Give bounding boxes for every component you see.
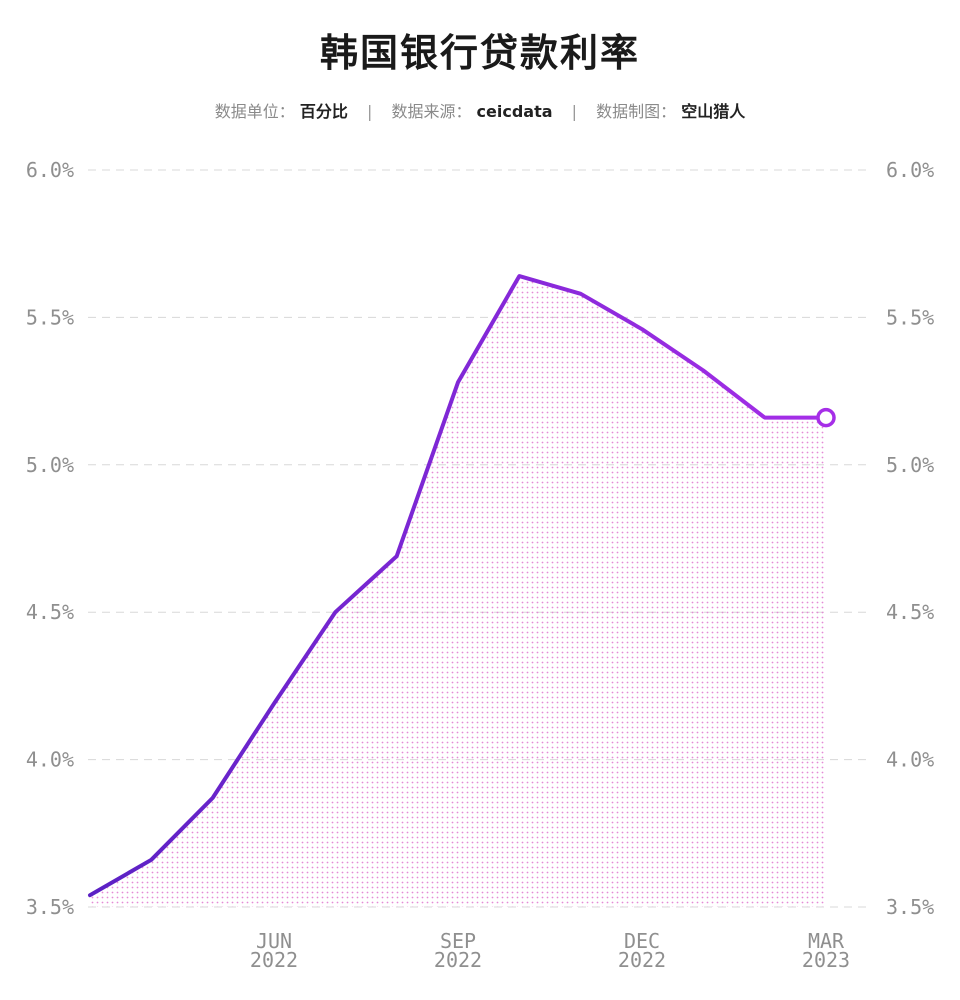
y-tick-label-right: 6.0% — [886, 158, 934, 182]
y-tick-label-right: 5.0% — [886, 453, 934, 477]
x-tick-month: DEC — [624, 929, 660, 953]
x-tick-year: 2022 — [250, 948, 298, 972]
series-line — [88, 274, 836, 898]
end-point-marker — [816, 407, 836, 428]
area-fill-shape — [90, 276, 826, 908]
source-label: 数据来源： — [391, 102, 472, 121]
x-tick-month: JUN — [256, 929, 292, 953]
maker-value: 空山猎人 — [681, 102, 746, 121]
source-value: ceicdata — [476, 102, 553, 121]
y-tick-label-right: 4.5% — [886, 600, 934, 624]
separator-1: | — [366, 102, 373, 121]
y-tick-label-right: 5.5% — [886, 305, 934, 329]
y-tick-label-left: 6.0% — [26, 158, 74, 182]
x-tick-year: 2022 — [434, 948, 482, 972]
area-fill — [90, 276, 826, 908]
y-axis-ticks: 3.5% 3.5% 4.0% 4.0% 4.5% 4.5% 5.0% 5.0% 5.5% 5.5%… — [26, 158, 934, 919]
x-tick-month: MAR — [808, 929, 845, 953]
separator-2: | — [571, 102, 578, 121]
y-tick-label-right: 3.5% — [886, 895, 934, 919]
x-tick-year: 2022 — [618, 948, 666, 972]
y-tick-label-right: 4.0% — [886, 748, 934, 772]
x-tick-month: SEP — [440, 929, 476, 953]
y-tick-label-left: 5.5% — [26, 305, 74, 329]
chart-title: 韩国银行贷款利率 — [319, 31, 640, 75]
x-tick-year: 2023 — [802, 948, 850, 972]
y-tick-label-left: 4.0% — [26, 748, 74, 772]
unit-label: 数据单位： — [214, 102, 295, 121]
series-line-path — [88, 274, 828, 898]
chart-subtitle: 数据单位： 百分比 | 数据来源： ceicdata | 数据制图： 空山猎人 — [0, 98, 960, 122]
y-tick-label-left: 4.5% — [26, 600, 74, 624]
unit-value: 百分比 — [299, 102, 348, 121]
y-tick-label-left: 5.0% — [26, 453, 74, 477]
y-tick-label-left: 3.5% — [26, 895, 74, 919]
maker-label: 数据制图： — [596, 102, 677, 121]
